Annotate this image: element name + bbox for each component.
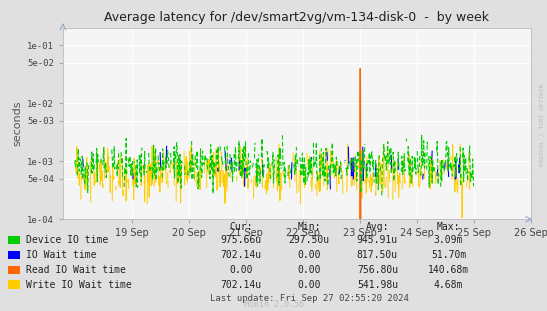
- Text: Munin 2.0.56: Munin 2.0.56: [243, 299, 304, 309]
- Text: 0.00: 0.00: [298, 265, 321, 275]
- Text: 0.00: 0.00: [229, 265, 252, 275]
- Text: 297.50u: 297.50u: [288, 235, 330, 245]
- Text: 51.70m: 51.70m: [431, 250, 466, 260]
- Text: 140.68m: 140.68m: [428, 265, 469, 275]
- Text: Cur:: Cur:: [229, 222, 252, 232]
- Text: 756.80u: 756.80u: [357, 265, 398, 275]
- Title: Average latency for /dev/smart2vg/vm-134-disk-0  -  by week: Average latency for /dev/smart2vg/vm-134…: [104, 11, 489, 24]
- Text: Last update: Fri Sep 27 02:55:20 2024: Last update: Fri Sep 27 02:55:20 2024: [210, 294, 409, 303]
- Y-axis label: seconds: seconds: [13, 101, 23, 146]
- Text: IO Wait time: IO Wait time: [26, 250, 96, 260]
- Text: Max:: Max:: [437, 222, 460, 232]
- Text: Avg:: Avg:: [366, 222, 389, 232]
- Text: Min:: Min:: [298, 222, 321, 232]
- Text: 945.91u: 945.91u: [357, 235, 398, 245]
- Text: 702.14u: 702.14u: [220, 280, 261, 290]
- Text: RRDTOOL / TOBI OETIKER: RRDTOOL / TOBI OETIKER: [539, 83, 544, 166]
- Text: Read IO Wait time: Read IO Wait time: [26, 265, 126, 275]
- Text: 0.00: 0.00: [298, 280, 321, 290]
- Text: 817.50u: 817.50u: [357, 250, 398, 260]
- Text: 0.00: 0.00: [298, 250, 321, 260]
- Text: 975.66u: 975.66u: [220, 235, 261, 245]
- Text: Write IO Wait time: Write IO Wait time: [26, 280, 131, 290]
- Text: 541.98u: 541.98u: [357, 280, 398, 290]
- Text: 702.14u: 702.14u: [220, 250, 261, 260]
- Text: 4.68m: 4.68m: [434, 280, 463, 290]
- Text: Device IO time: Device IO time: [26, 235, 108, 245]
- Text: 3.09m: 3.09m: [434, 235, 463, 245]
